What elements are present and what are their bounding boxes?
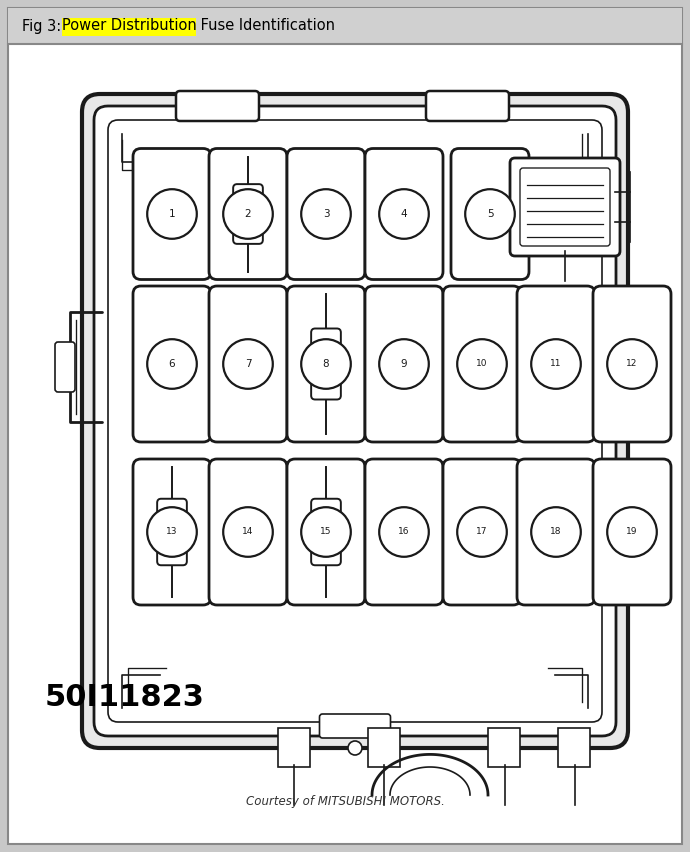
Circle shape (607, 507, 657, 557)
FancyBboxPatch shape (8, 8, 682, 844)
Text: Power Distribution: Power Distribution (62, 19, 197, 33)
Text: 7: 7 (245, 359, 251, 369)
FancyBboxPatch shape (82, 94, 628, 748)
FancyBboxPatch shape (365, 459, 443, 605)
Text: 16: 16 (398, 527, 410, 537)
FancyBboxPatch shape (133, 148, 211, 279)
FancyBboxPatch shape (287, 459, 365, 605)
FancyBboxPatch shape (209, 286, 287, 442)
Text: 3: 3 (323, 209, 329, 219)
Text: 11: 11 (550, 360, 562, 369)
Text: 15: 15 (320, 527, 332, 537)
Circle shape (223, 339, 273, 389)
Text: 18: 18 (550, 527, 562, 537)
Circle shape (380, 339, 428, 389)
FancyBboxPatch shape (488, 728, 520, 767)
FancyBboxPatch shape (451, 148, 529, 279)
Circle shape (457, 339, 506, 389)
FancyBboxPatch shape (287, 148, 365, 279)
Text: 4: 4 (401, 209, 407, 219)
Circle shape (302, 339, 351, 389)
FancyBboxPatch shape (443, 459, 521, 605)
FancyBboxPatch shape (133, 459, 211, 605)
FancyBboxPatch shape (62, 18, 196, 36)
FancyBboxPatch shape (426, 91, 509, 121)
Text: 2: 2 (245, 209, 251, 219)
Text: 8: 8 (323, 359, 329, 369)
FancyBboxPatch shape (365, 286, 443, 442)
Circle shape (457, 507, 506, 557)
FancyBboxPatch shape (558, 728, 590, 767)
Text: 17: 17 (476, 527, 488, 537)
Circle shape (465, 189, 515, 239)
Circle shape (302, 189, 351, 239)
FancyBboxPatch shape (55, 342, 75, 392)
FancyBboxPatch shape (593, 459, 671, 605)
FancyBboxPatch shape (443, 286, 521, 442)
Circle shape (223, 189, 273, 239)
FancyBboxPatch shape (368, 728, 400, 767)
FancyBboxPatch shape (233, 184, 263, 244)
FancyBboxPatch shape (209, 459, 287, 605)
Text: 50I11823: 50I11823 (45, 682, 205, 711)
FancyBboxPatch shape (593, 286, 671, 442)
Circle shape (147, 507, 197, 557)
FancyBboxPatch shape (278, 728, 310, 767)
FancyBboxPatch shape (311, 498, 341, 565)
Circle shape (531, 339, 581, 389)
FancyBboxPatch shape (510, 158, 620, 256)
Text: Courtesy of MITSUBISHI MOTORS.: Courtesy of MITSUBISHI MOTORS. (246, 796, 444, 809)
Text: Fig 3:: Fig 3: (22, 19, 66, 33)
Text: 9: 9 (401, 359, 407, 369)
Text: 5: 5 (486, 209, 493, 219)
FancyBboxPatch shape (287, 286, 365, 442)
FancyBboxPatch shape (319, 714, 391, 738)
Text: 14: 14 (242, 527, 254, 537)
FancyBboxPatch shape (133, 286, 211, 442)
FancyBboxPatch shape (157, 498, 187, 565)
Text: Fuse Identification: Fuse Identification (196, 19, 335, 33)
Text: 12: 12 (627, 360, 638, 369)
Text: 6: 6 (168, 359, 175, 369)
FancyBboxPatch shape (365, 148, 443, 279)
Text: 13: 13 (166, 527, 178, 537)
Text: 1: 1 (168, 209, 175, 219)
Circle shape (302, 507, 351, 557)
Text: 19: 19 (627, 527, 638, 537)
Circle shape (147, 189, 197, 239)
Circle shape (380, 189, 428, 239)
FancyBboxPatch shape (517, 459, 595, 605)
Circle shape (531, 507, 581, 557)
FancyBboxPatch shape (176, 91, 259, 121)
FancyBboxPatch shape (311, 329, 341, 400)
Circle shape (607, 339, 657, 389)
Text: 10: 10 (476, 360, 488, 369)
Circle shape (380, 507, 428, 557)
Circle shape (223, 507, 273, 557)
FancyBboxPatch shape (209, 148, 287, 279)
Bar (8, 8, 682, 44)
Circle shape (147, 339, 197, 389)
Circle shape (348, 741, 362, 755)
FancyBboxPatch shape (94, 106, 616, 736)
FancyBboxPatch shape (517, 286, 595, 442)
